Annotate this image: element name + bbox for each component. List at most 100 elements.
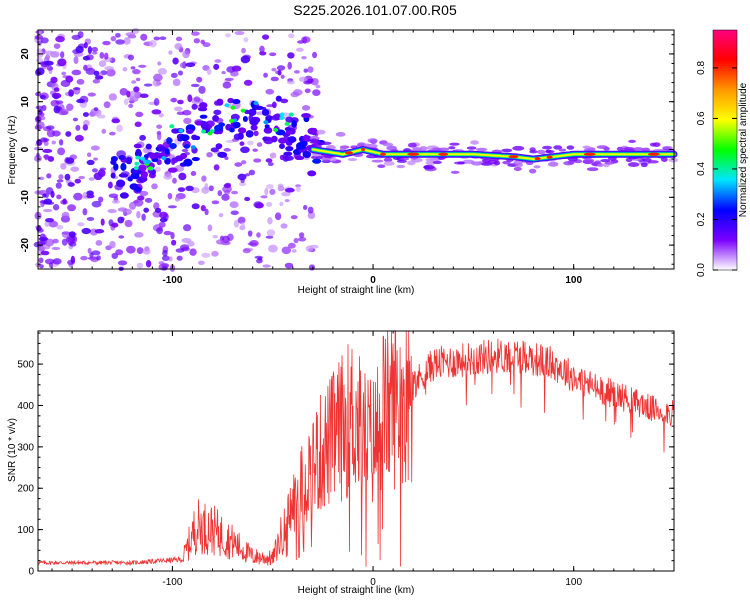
ridge-point (275, 129, 286, 136)
noise-point (104, 52, 109, 60)
noise-point (44, 258, 55, 265)
peak-point (407, 152, 420, 156)
noise-point (123, 98, 129, 106)
ridge-point (199, 114, 208, 119)
noise-point (44, 154, 49, 161)
noise-point (51, 92, 62, 99)
halo-point (316, 129, 326, 135)
ridge-point (263, 127, 273, 134)
noise-point (68, 89, 74, 97)
noise-point (286, 80, 295, 85)
peak-point (380, 152, 387, 156)
ridge-point (303, 134, 309, 142)
noise-point (277, 185, 285, 192)
noise-point (297, 237, 307, 242)
halo-point (412, 147, 423, 152)
ridge-peak-point (140, 156, 146, 161)
halo-point (536, 149, 546, 155)
noise-point (86, 194, 95, 199)
noise-point (262, 34, 270, 40)
ridge-point (118, 173, 129, 178)
noise-point (158, 113, 164, 118)
noise-point (86, 152, 92, 158)
noise-point (293, 237, 299, 244)
halo-point (662, 146, 673, 150)
noise-point (163, 230, 172, 236)
noise-point (134, 232, 144, 238)
halo-point (586, 167, 599, 172)
noise-point (153, 202, 160, 210)
y-tick-label: 200 (17, 484, 34, 495)
noise-point (143, 207, 150, 213)
noise-point (74, 134, 84, 142)
noise-point (312, 89, 321, 96)
noise-point (182, 109, 192, 116)
noise-point (128, 103, 134, 108)
noise-point (304, 88, 311, 94)
halo-point (377, 164, 386, 168)
noise-point (38, 176, 45, 181)
noise-point (230, 210, 239, 216)
noise-point (253, 158, 262, 163)
ridge-peak-point (134, 161, 140, 166)
noise-point (38, 236, 49, 241)
y-tick-label: 0 (20, 146, 31, 152)
noise-point (154, 166, 161, 172)
ridge-point (120, 162, 127, 171)
noise-point (276, 65, 286, 71)
noise-point (44, 238, 55, 247)
noise-point (222, 81, 232, 89)
peak-point (546, 155, 553, 159)
noise-point (221, 193, 230, 201)
ridge-point (166, 137, 173, 145)
noise-point (202, 42, 211, 48)
ridge-point (167, 167, 178, 173)
noise-point (288, 33, 295, 39)
noise-point (132, 69, 141, 75)
noise-point (128, 201, 137, 210)
ridge-peak-point (229, 118, 235, 123)
noise-point (73, 56, 79, 65)
noise-point (111, 118, 121, 124)
noise-point (123, 37, 131, 45)
halo-point (594, 160, 601, 165)
noise-point (51, 246, 61, 251)
noise-point (82, 208, 88, 216)
noise-point (132, 27, 140, 35)
noise-point (86, 216, 95, 221)
noise-point (42, 138, 50, 142)
noise-point (135, 111, 144, 118)
noise-point (76, 98, 86, 104)
noise-point (264, 187, 269, 196)
noise-point (196, 76, 203, 83)
x-tick-label: 0 (370, 577, 376, 588)
noise-point (35, 67, 45, 76)
halo-point (425, 157, 436, 162)
noise-point (265, 158, 273, 163)
noise-point (82, 191, 88, 199)
peak-point (583, 152, 596, 156)
noise-point (297, 40, 305, 44)
halo-point (528, 168, 537, 174)
noise-point (172, 78, 181, 87)
noise-point (193, 38, 201, 44)
noise-point (55, 35, 65, 43)
halo-point (628, 139, 636, 144)
noise-point (162, 249, 168, 257)
ridge-point (295, 141, 306, 150)
noise-point (240, 222, 245, 229)
noise-point (87, 92, 96, 97)
noise-point (118, 235, 125, 239)
noise-point (216, 239, 224, 245)
noise-point (60, 163, 67, 170)
noise-point (238, 181, 247, 187)
noise-point (213, 164, 220, 171)
noise-point (298, 232, 305, 238)
noise-point (86, 159, 95, 166)
halo-point (407, 142, 417, 148)
y-tick-label: 20 (20, 48, 31, 60)
ridge-peak-point (145, 159, 151, 164)
noise-point (293, 70, 300, 74)
noise-point (43, 208, 53, 213)
noise-point (262, 264, 271, 268)
